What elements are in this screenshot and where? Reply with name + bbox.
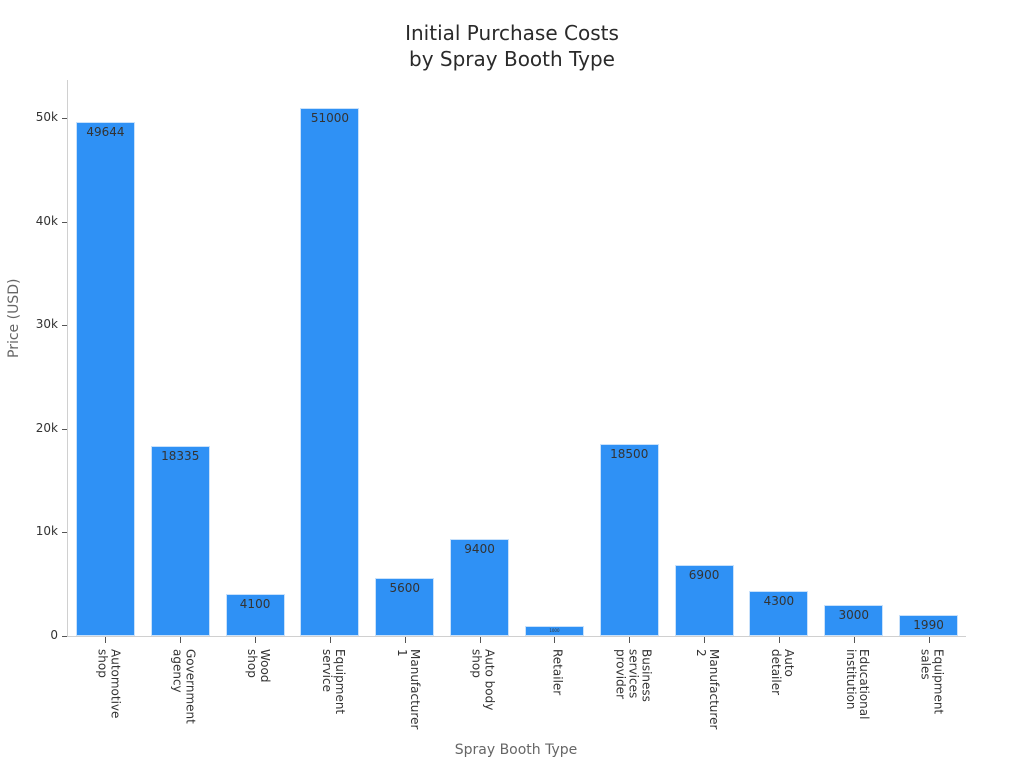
x-tick-label: Wood shop (245, 649, 273, 683)
x-tick-mark (704, 637, 706, 643)
x-tick-mark (853, 637, 855, 643)
bar: 1000 (524, 625, 584, 636)
y-tick-label: 30k (35, 317, 58, 332)
y-tick-label: 40k (35, 213, 58, 228)
y-tick-mark (62, 325, 68, 327)
chart-title-line-1: Initial Purchase Costs (405, 21, 619, 45)
bar: 49644 (75, 121, 135, 636)
y-axis-line (67, 80, 68, 637)
x-tick-mark (554, 637, 556, 643)
x-tick-label: Manufacturer 1 (394, 649, 422, 730)
bar: 4300 (749, 591, 809, 636)
bar: 6900 (674, 564, 734, 636)
chart-title-line-2: by Spray Booth Type (409, 47, 615, 71)
y-tick-label: 10k (35, 524, 58, 539)
x-axis-title: Spray Booth Type (454, 742, 578, 758)
y-tick-mark (62, 636, 68, 637)
x-tick-label: Equipment service (319, 649, 347, 715)
x-tick-label: Educational institution (843, 649, 871, 720)
bar: 18500 (599, 444, 659, 636)
x-tick-label: Equipment sales (918, 649, 946, 715)
x-tick-label: Automotive shop (95, 649, 123, 719)
bar-value-label: 1990 (913, 618, 944, 633)
bar-value-label: 18335 (161, 449, 200, 464)
x-tick-mark (778, 637, 780, 643)
y-tick-label: 20k (35, 420, 58, 435)
x-tick-label: Business services provider (613, 649, 654, 702)
bar-value-label: 4300 (763, 594, 795, 609)
bar-value-label: 18500 (610, 447, 649, 462)
bar: 1990 (899, 615, 959, 636)
y-tick-mark (62, 118, 68, 119)
y-tick-label: 50k (35, 110, 58, 124)
x-tick-label: Retailer (550, 649, 565, 696)
x-tick-mark (329, 637, 331, 643)
y-tick-label: 0 (50, 628, 58, 642)
x-tick-label: Auto detailer (768, 649, 796, 696)
x-tick-mark (479, 637, 481, 643)
bar: 5600 (375, 577, 435, 636)
x-tick-label: Government agency (170, 649, 198, 724)
bar-value-label: 4100 (239, 596, 271, 611)
bar-value-label: 3000 (838, 607, 870, 622)
x-tick-mark (928, 637, 930, 643)
x-tick-mark (255, 637, 257, 643)
bar: 4100 (225, 593, 285, 636)
bar-value-label: 9400 (464, 541, 495, 556)
bar-value-label: 6900 (688, 567, 720, 582)
y-tick-mark (62, 532, 68, 534)
y-tick-mark (62, 221, 68, 223)
x-tick-mark (105, 637, 107, 643)
bar-value-label: 51000 (310, 110, 349, 125)
x-tick-mark (629, 637, 631, 643)
bar-value-label: 1000 (549, 627, 560, 633)
x-axis-line (67, 636, 966, 637)
bar: 9400 (450, 538, 510, 636)
chart-title: Initial Purchase Costs by Spray Booth Ty… (0, 20, 1024, 72)
bar-value-label: 5600 (389, 580, 421, 595)
x-tick-mark (404, 637, 406, 643)
bar: 51000 (300, 107, 360, 636)
x-tick-label: Auto body shop (469, 649, 497, 711)
bar: 3000 (824, 604, 884, 636)
x-tick-label: Manufacturer 2 (694, 649, 722, 730)
x-tick-mark (180, 637, 182, 643)
bar: 18335 (150, 446, 210, 636)
y-tick-mark (62, 428, 68, 430)
bar-value-label: 49644 (86, 124, 125, 139)
y-axis-title: Price (USD) (6, 278, 22, 358)
